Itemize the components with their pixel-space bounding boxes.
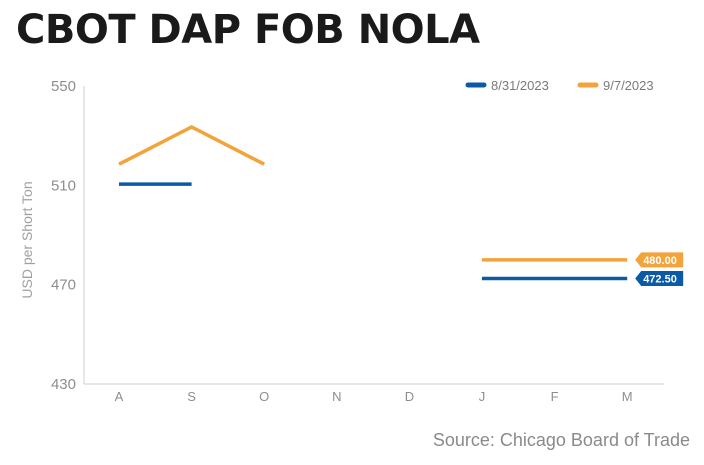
y-tick-label: 550	[51, 78, 76, 95]
x-tick-label: J	[479, 389, 486, 404]
source-note: Source: Chicago Board of Trade	[432, 430, 690, 450]
x-tick-label: S	[187, 389, 196, 404]
series-line-2	[118, 125, 265, 166]
x-tick-label: A	[115, 389, 124, 404]
chart-title: CBOT DAP FOB NOLA	[16, 7, 480, 53]
x-tick-label: N	[332, 389, 341, 404]
x-tick-label: F	[551, 389, 559, 404]
end-label-tag	[635, 270, 684, 286]
series-lines	[118, 125, 628, 281]
legend-label: 9/7/2023	[603, 78, 654, 93]
end-labels: 472.50 480.00	[635, 252, 684, 286]
y-ticks: 430 470 510 550	[51, 78, 76, 393]
y-tick-label: 430	[51, 376, 76, 393]
end-label-tag	[635, 252, 684, 268]
x-tick-label: O	[259, 389, 269, 404]
end-label-text: 472.50	[643, 273, 677, 285]
x-tick-label: M	[622, 389, 633, 404]
y-axis-label: USD per Short Ton	[19, 181, 35, 298]
y-tick-label: 510	[51, 177, 76, 194]
legend-label: 8/31/2023	[491, 78, 549, 93]
y-tick-label: 470	[51, 277, 76, 294]
end-label-text: 480.00	[643, 255, 677, 267]
legend: 8/31/2023 9/7/2023	[465, 78, 654, 93]
x-tick-label: D	[405, 389, 414, 404]
